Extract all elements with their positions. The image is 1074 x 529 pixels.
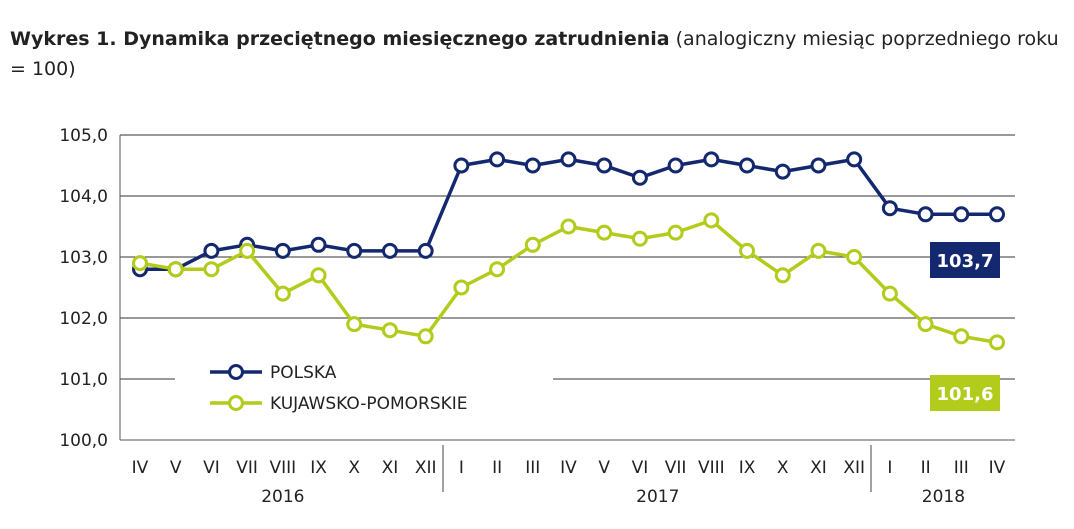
end-value-label: 103,7	[937, 251, 994, 272]
data-point	[524, 236, 541, 253]
y-tick-label: 105,0	[59, 126, 108, 146]
x-tick-label: XI	[382, 458, 399, 478]
legend-label: POLSKA	[270, 363, 337, 383]
data-point	[203, 242, 220, 259]
data-point	[631, 230, 648, 247]
y-tick-label: 101,0	[59, 370, 108, 390]
x-tick-label: IX	[739, 458, 756, 478]
data-point	[489, 261, 506, 278]
x-tick-label: VII	[236, 458, 258, 478]
data-point	[132, 255, 148, 272]
x-tick-label: VI	[632, 458, 649, 478]
x-tick-label: I	[459, 458, 464, 478]
y-tick-label: 103,0	[59, 248, 108, 268]
x-tick-label: II	[921, 458, 931, 478]
x-tick-label: VII	[665, 458, 687, 478]
y-tick-label: 104,0	[59, 187, 108, 207]
data-point	[346, 242, 363, 259]
data-point	[881, 200, 898, 217]
x-tick-label: XI	[810, 458, 827, 478]
series-line-kujawsko-pomorskie	[139, 218, 998, 345]
data-point	[667, 224, 684, 241]
series-line-polska	[140, 157, 997, 271]
title-bold: Wykres 1. Dynamika przeciętnego miesięcz…	[10, 28, 670, 50]
legend-marker	[228, 364, 244, 380]
data-point	[953, 206, 970, 223]
title-normal: (analogiczny miesiąc poprzedniego roku =…	[10, 28, 1059, 80]
data-point	[739, 157, 756, 174]
end-value-label: 101,6	[937, 384, 994, 405]
end-value-box	[930, 375, 1000, 411]
y-tick-label: 102,0	[59, 309, 108, 329]
x-tick-label: IV	[132, 458, 149, 478]
data-point	[667, 157, 684, 174]
data-point	[989, 206, 1005, 223]
data-point	[417, 328, 434, 345]
data-point	[453, 157, 470, 174]
data-point	[310, 267, 327, 284]
data-point	[274, 242, 291, 259]
data-point	[774, 267, 791, 284]
data-point	[310, 236, 327, 253]
data-point	[274, 285, 291, 302]
data-point	[560, 218, 577, 235]
data-point	[560, 151, 577, 168]
data-point	[524, 157, 541, 174]
legend-label: KUJAWSKO-POMORSKIE	[270, 394, 468, 414]
end-value-box	[930, 242, 1000, 278]
x-tick-label: V	[598, 458, 610, 478]
data-point	[417, 242, 434, 259]
x-tick-label: IX	[310, 458, 327, 478]
data-point	[739, 242, 756, 259]
x-tick-label: VIII	[698, 458, 725, 478]
x-tick-label: VI	[203, 458, 220, 478]
data-point	[953, 328, 970, 345]
data-point	[381, 242, 398, 259]
x-tick-label: I	[887, 458, 892, 478]
x-tick-label: VIII	[269, 458, 296, 478]
legend-marker	[228, 395, 244, 411]
y-tick-label: 100,0	[59, 431, 108, 451]
x-tick-label: V	[170, 458, 182, 478]
data-point	[167, 261, 184, 278]
data-point	[596, 157, 613, 174]
x-tick-label: IV	[560, 458, 577, 478]
data-point	[453, 279, 470, 296]
data-point	[596, 224, 613, 241]
data-point	[703, 212, 720, 229]
year-label: 2016	[261, 487, 304, 507]
data-point	[239, 242, 256, 259]
data-point	[810, 157, 827, 174]
data-point	[917, 316, 934, 333]
data-point	[774, 163, 791, 180]
data-point	[703, 151, 720, 168]
data-point	[381, 322, 398, 339]
x-tick-label: X	[777, 458, 789, 478]
chart-title: Wykres 1. Dynamika przeciętnego miesięcz…	[10, 24, 1060, 84]
x-tick-label: XII	[843, 458, 865, 478]
x-tick-label: III	[954, 458, 969, 478]
data-point	[989, 334, 1005, 351]
data-point	[346, 316, 363, 333]
data-point	[810, 242, 827, 259]
data-point	[631, 169, 648, 186]
x-tick-label: X	[348, 458, 360, 478]
x-tick-label: IV	[989, 458, 1006, 478]
data-point	[846, 249, 863, 265]
x-tick-label: XII	[415, 458, 437, 478]
x-tick-label: II	[492, 458, 502, 478]
x-tick-label: III	[525, 458, 540, 478]
data-point	[203, 261, 220, 278]
year-label: 2018	[922, 487, 965, 507]
data-point	[917, 206, 934, 223]
year-label: 2017	[636, 487, 679, 507]
data-point	[881, 285, 898, 302]
data-point	[846, 151, 863, 168]
data-point	[489, 151, 506, 168]
